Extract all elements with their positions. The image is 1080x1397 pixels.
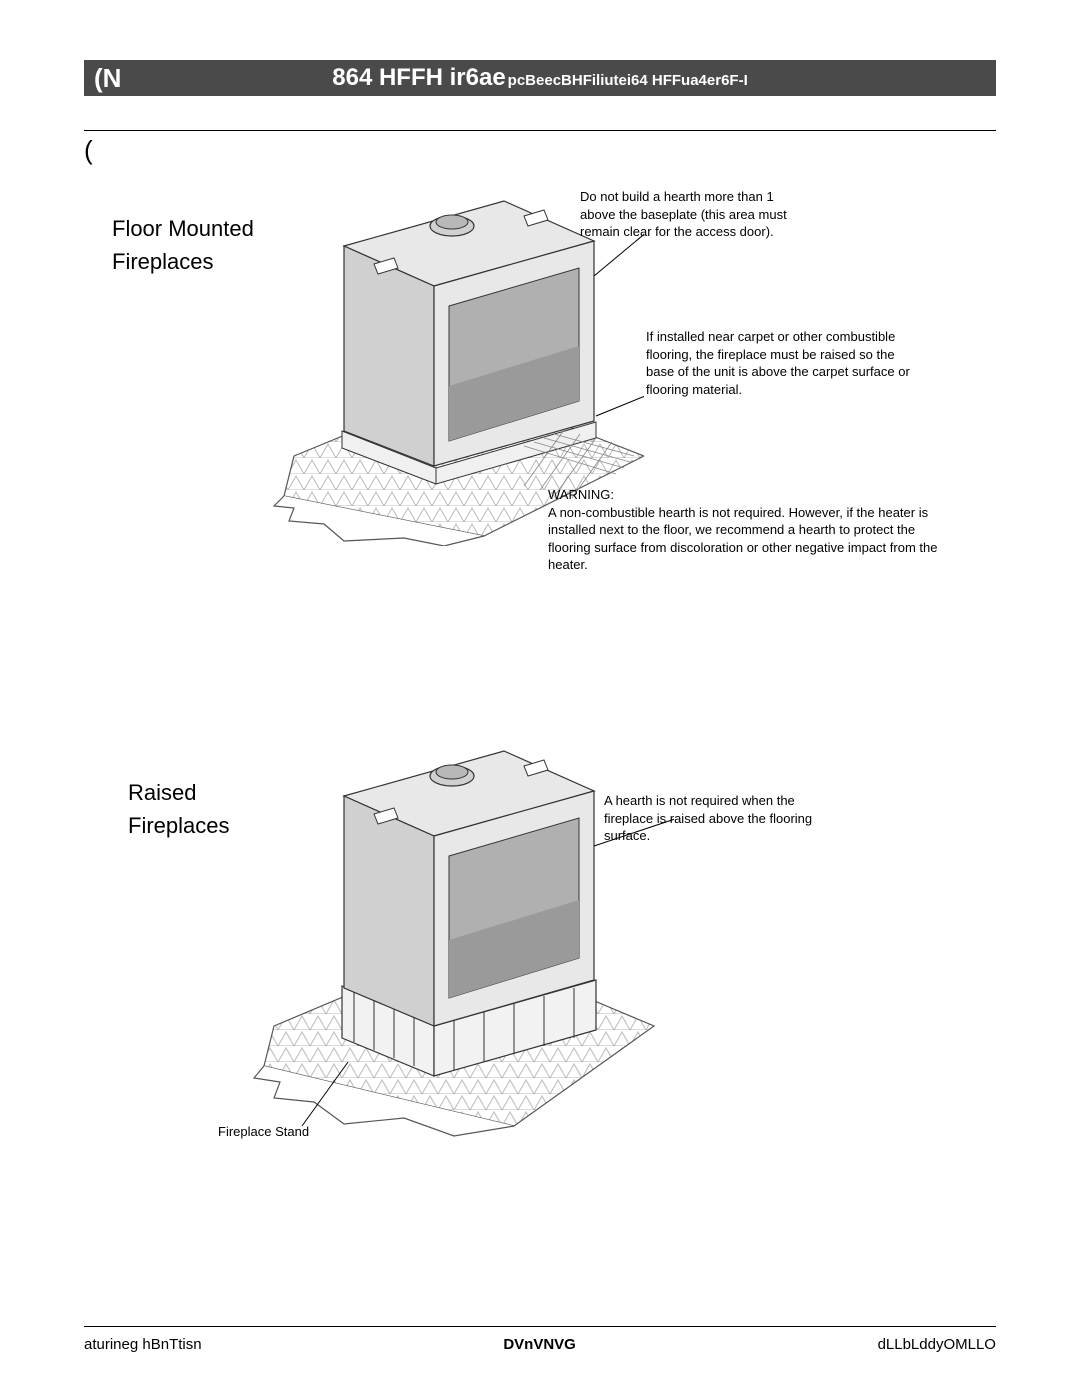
section-floor-mounted: Floor Mounted Fireplaces bbox=[84, 186, 996, 706]
footer-right: dLLbLddyOMLLO bbox=[878, 1336, 996, 1353]
top-rule bbox=[84, 130, 996, 131]
floor-note-top: Do not build a hearth more than 1 above … bbox=[580, 188, 810, 241]
floor-warning: WARNING: A non-combustible hearth is not… bbox=[548, 486, 948, 574]
footer-left: aturineg hBnTtisn bbox=[84, 1336, 202, 1353]
page-number: ( bbox=[84, 135, 996, 166]
header-sub-text: pcBeecBHFiliutei64 HFFua4er6F-I bbox=[508, 72, 748, 89]
floor-title-line2: Fireplaces bbox=[112, 249, 213, 274]
header-left: (N bbox=[94, 63, 121, 94]
raised-title-line1: Raised bbox=[128, 780, 196, 805]
raised-note: A hearth is not required when the firepl… bbox=[604, 792, 814, 845]
header-center: 864 HFFH ir6aepcBeecBHFiliutei64 HFFua4e… bbox=[332, 64, 748, 92]
floor-note-mid: If installed near carpet or other combus… bbox=[646, 328, 926, 398]
warning-label: WARNING: bbox=[548, 487, 614, 502]
header-main-text: 864 HFFH ir6ae bbox=[332, 64, 505, 91]
raised-fireplace-diagram bbox=[214, 726, 674, 1156]
section-raised: Raised Fireplaces bbox=[84, 726, 996, 1246]
footer-rule bbox=[84, 1326, 996, 1327]
stand-label: Fireplace Stand bbox=[218, 1124, 309, 1139]
footer-center: DVnVNVG bbox=[503, 1336, 576, 1353]
warning-text: A non-combustible hearth is not required… bbox=[548, 505, 937, 573]
footer: aturineg hBnTtisn DVnVNVG dLLbLddyOMLLO bbox=[84, 1336, 996, 1353]
header-bar: (N 864 HFFH ir6aepcBeecBHFiliutei64 HFFu… bbox=[84, 60, 996, 96]
